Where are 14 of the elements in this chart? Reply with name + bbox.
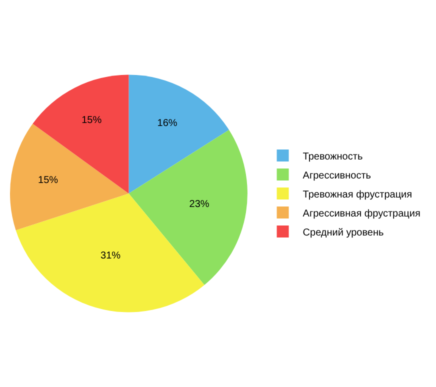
legend-label: Тревожная фрустрация — [302, 189, 412, 200]
legend-label: Агрессивная фрустрация — [302, 208, 420, 220]
pie-slice — [128, 74, 229, 194]
data-label: 16% — [157, 118, 178, 129]
legend-label: Тревожность — [302, 151, 363, 162]
data-label: 31% — [100, 250, 121, 262]
pie-slice — [32, 74, 129, 194]
data-label: 15% — [82, 115, 102, 126]
pie-slice — [10, 124, 129, 230]
pie-slice — [128, 130, 248, 285]
legend-label: Средний уровень — [302, 227, 384, 238]
legend-label: Агрессивность — [302, 170, 371, 182]
data-label: 23% — [189, 199, 210, 210]
data-label: 15% — [38, 175, 58, 186]
